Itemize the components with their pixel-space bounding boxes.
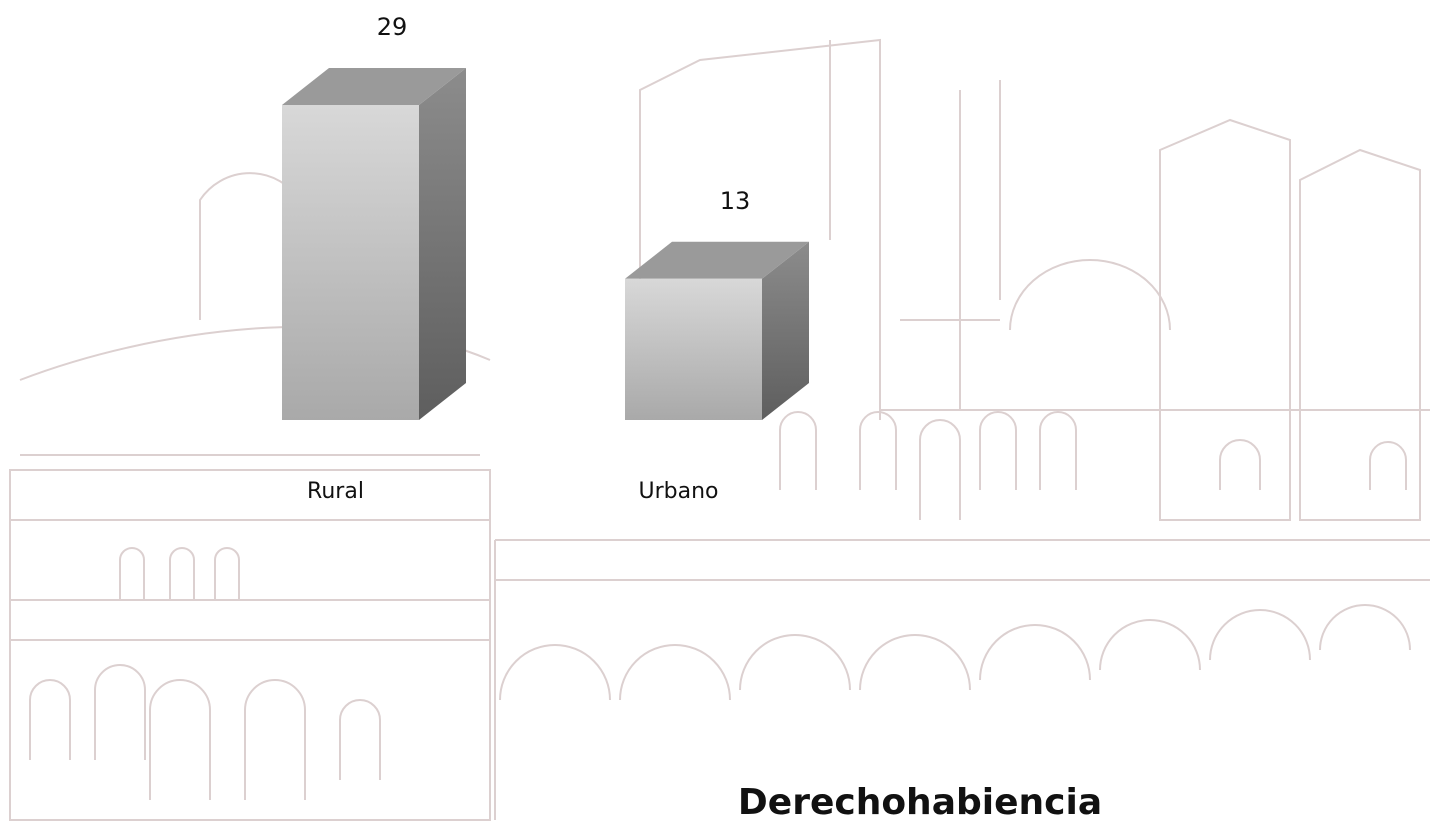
bar-top: [282, 68, 466, 105]
chart-title: Derechohabiencia: [738, 782, 1102, 823]
value-label: 13: [720, 187, 751, 215]
bar: [625, 241, 809, 420]
x-tick-label: Urbano: [639, 479, 719, 504]
x-tick-label: Rural: [307, 479, 364, 504]
bar-side: [762, 241, 809, 420]
value-label: 29: [377, 13, 408, 41]
bar-top: [625, 241, 809, 279]
bar-front: [625, 278, 762, 420]
bar: [282, 68, 466, 420]
bar-front: [282, 105, 419, 420]
background-sketch: [9, 38, 1430, 821]
bar-side: [419, 68, 466, 420]
